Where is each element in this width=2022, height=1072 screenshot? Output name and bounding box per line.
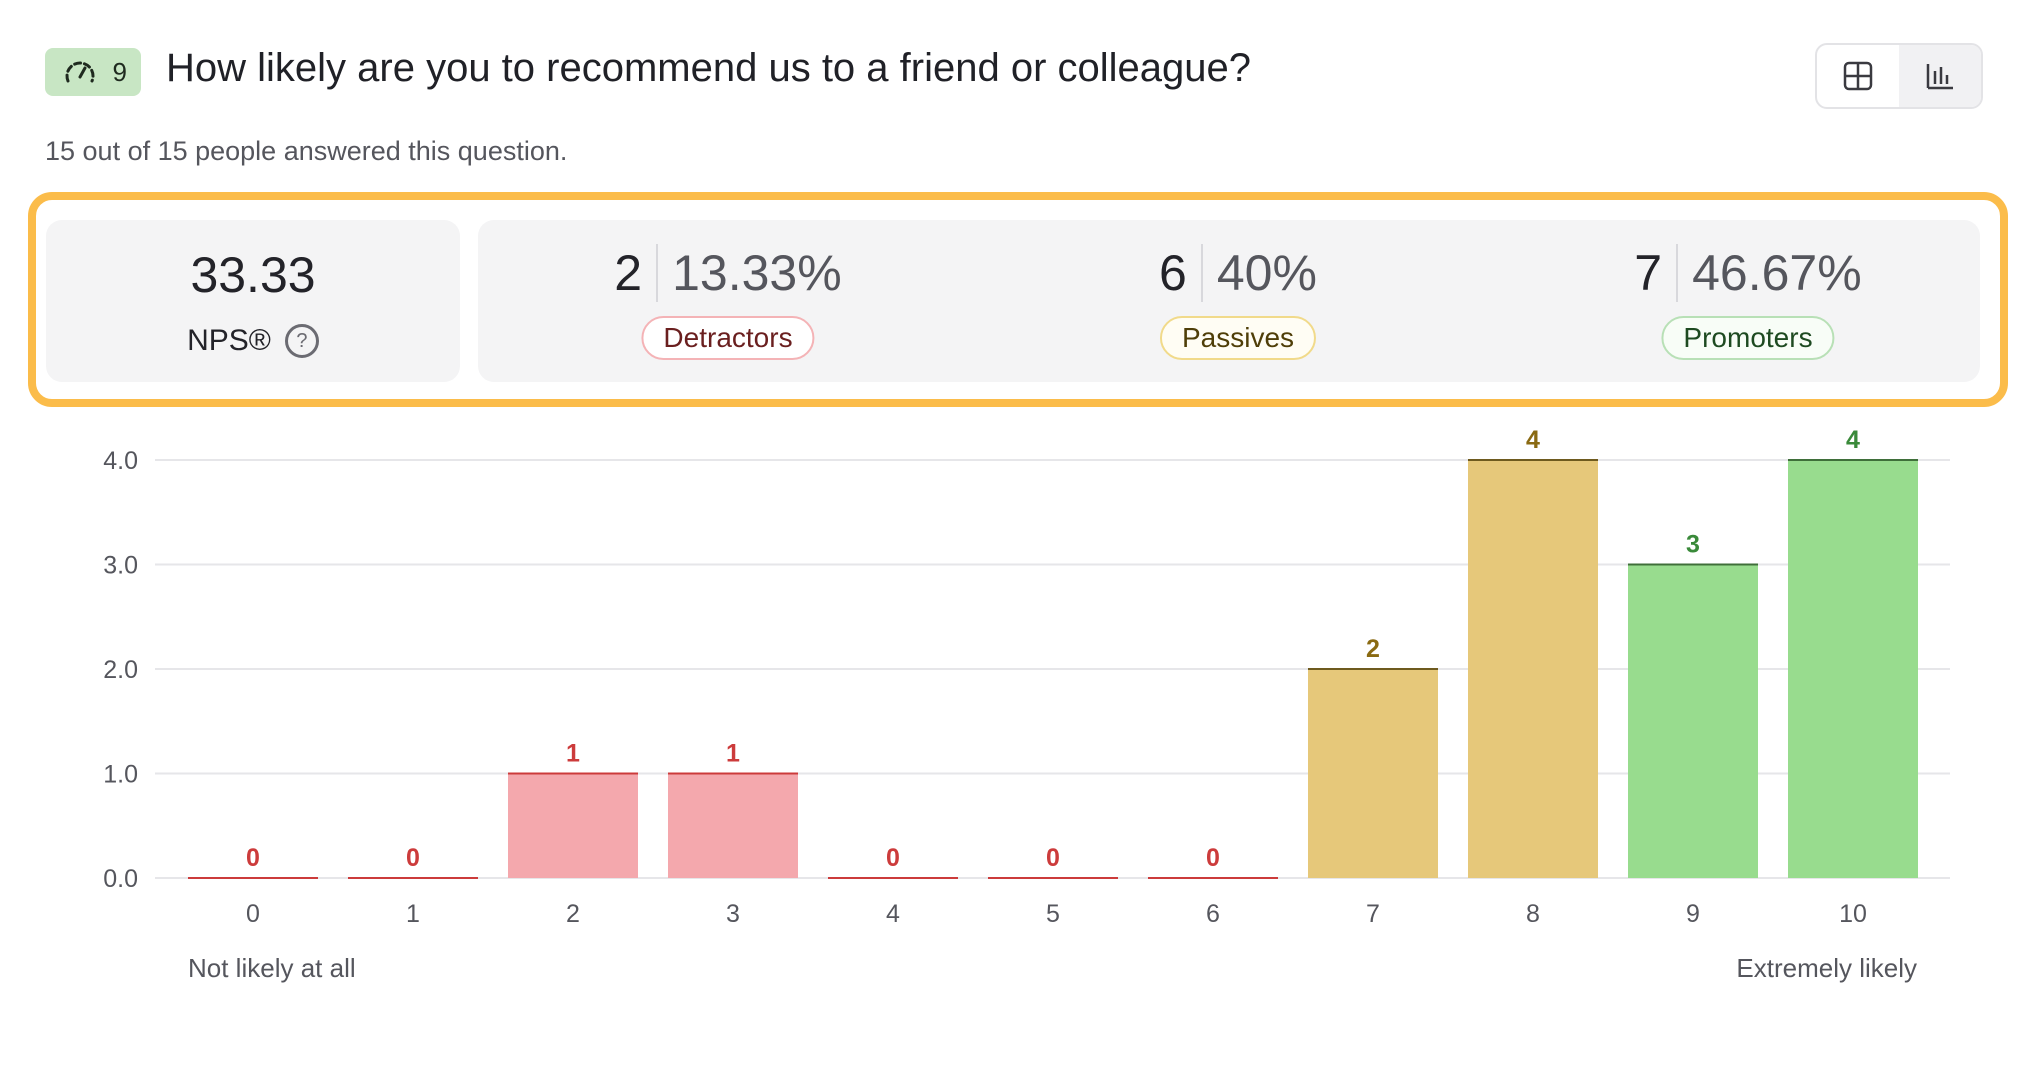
passives-percent: 40% xyxy=(1216,245,1317,301)
x-tick-label: 10 xyxy=(1839,900,1867,928)
table-view-icon xyxy=(1843,61,1873,91)
divider xyxy=(1676,244,1679,302)
x-tick-label: 8 xyxy=(1526,900,1540,928)
x-tick-label: 6 xyxy=(1206,900,1220,928)
bar xyxy=(668,773,798,878)
bar-value-label: 0 xyxy=(1206,844,1220,872)
x-tick-label: 3 xyxy=(726,900,740,928)
bar-value-label: 1 xyxy=(566,740,580,768)
y-tick-label: 2.0 xyxy=(103,656,138,684)
bar xyxy=(1308,669,1438,878)
question-title: How likely are you to recommend us to a … xyxy=(166,46,1251,90)
bar xyxy=(1788,460,1918,878)
table-view-button[interactable] xyxy=(1817,45,1899,107)
divider xyxy=(656,244,659,302)
question-circle-icon[interactable]: ? xyxy=(284,324,319,358)
bar-value-label: 0 xyxy=(246,844,260,872)
y-tick-label: 4.0 xyxy=(103,447,138,475)
bar-value-label: 4 xyxy=(1846,426,1860,454)
nps-value: 33.33 xyxy=(190,247,316,303)
question-number: 9 xyxy=(112,56,127,87)
bar-chart-view-button[interactable] xyxy=(1899,45,1981,107)
question-number-badge: 9 xyxy=(45,48,141,96)
bar-value-label: 4 xyxy=(1526,426,1540,454)
x-axis-end-label: Extremely likely xyxy=(1736,953,1917,983)
y-tick-label: 0.0 xyxy=(103,865,138,893)
nps-label: NPS® xyxy=(187,324,271,357)
nps-label-row: NPS® ? xyxy=(46,324,460,358)
nps-bar-chart: 0.0 1.0 2.0 3.0 4.0 0 0 0 1 1 2 1 3 0 4 0 5 0 6 2 7 4 8 3 9 4 10 xyxy=(103,426,1950,928)
x-tick-label: 4 xyxy=(886,900,900,928)
detractors-percent: 13.33% xyxy=(672,245,842,301)
x-tick-label: 0 xyxy=(246,900,260,928)
y-tick-label: 1.0 xyxy=(103,761,138,789)
bar-value-label: 0 xyxy=(1046,844,1060,872)
nps-score-card: 33.33 NPS® ? xyxy=(46,220,460,382)
bar-value-label: 2 xyxy=(1366,635,1380,663)
promoters-group: 7 46.67% Promoters xyxy=(1498,220,1998,382)
bar xyxy=(508,773,638,878)
passives-group: 6 40% Passives xyxy=(988,220,1488,382)
bar-value-label: 1 xyxy=(726,740,740,768)
promoters-tag: Promoters xyxy=(1661,316,1835,360)
divider xyxy=(1200,244,1203,302)
x-tick-label: 9 xyxy=(1686,900,1700,928)
x-tick-label: 1 xyxy=(406,900,420,928)
x-tick-label: 5 xyxy=(1046,900,1060,928)
view-toggle xyxy=(1815,43,1983,109)
detractors-tag: Detractors xyxy=(641,316,815,360)
bar xyxy=(1468,460,1598,878)
passives-count: 6 xyxy=(1159,245,1187,301)
promoters-count: 7 xyxy=(1634,245,1663,301)
x-tick-label: 7 xyxy=(1366,900,1380,928)
passives-tag: Passives xyxy=(1159,316,1317,360)
detractors-count: 2 xyxy=(614,245,643,301)
bar-value-label: 3 xyxy=(1686,531,1700,559)
response-count-text: 15 out of 15 people answered this questi… xyxy=(45,136,568,166)
promoters-percent: 46.67% xyxy=(1692,245,1862,301)
bar-value-label: 0 xyxy=(886,844,900,872)
nps-groups-card: 2 13.33% Detractors 6 40% Passives 7 46.… xyxy=(478,220,1980,382)
detractors-group: 2 13.33% Detractors xyxy=(478,220,978,382)
summary-highlight-frame xyxy=(28,192,2008,407)
bar-chart-view-icon xyxy=(1926,64,1953,90)
x-axis-start-label: Not likely at all xyxy=(188,953,356,983)
bar xyxy=(1628,564,1758,878)
y-tick-label: 3.0 xyxy=(103,552,138,580)
bar-value-label: 0 xyxy=(406,844,420,872)
gauge-icon xyxy=(65,61,95,83)
x-tick-label: 2 xyxy=(566,900,580,928)
